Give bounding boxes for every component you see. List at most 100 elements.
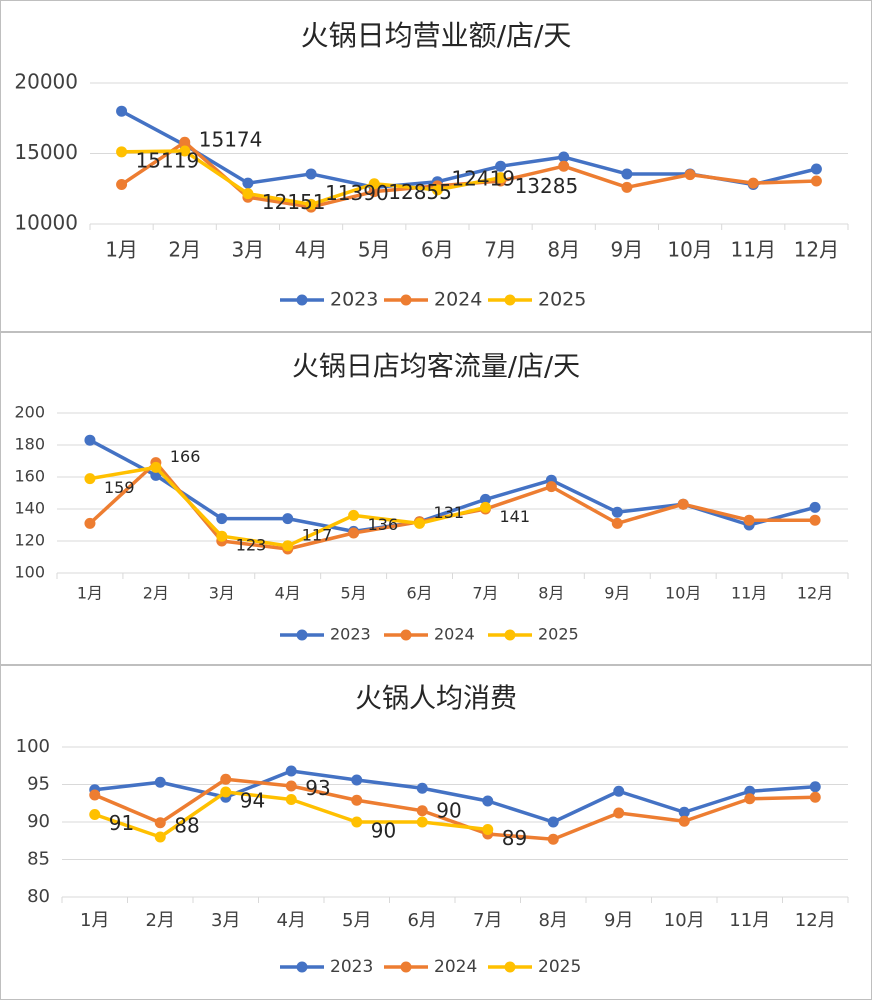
data-point [154, 831, 166, 843]
legend-label: 2024 [434, 957, 477, 977]
data-point [414, 517, 426, 529]
y-tick-label: 200 [14, 403, 45, 422]
data-point [613, 785, 625, 797]
legend-marker [296, 294, 308, 306]
x-tick-label: 8月 [547, 238, 580, 262]
data-point [611, 517, 623, 529]
y-tick-label: 90 [27, 811, 50, 832]
y-tick-label: 95 [27, 774, 50, 795]
data-label: 93 [305, 776, 330, 800]
data-point [282, 540, 294, 552]
data-label: 117 [302, 525, 333, 544]
y-tick-label: 140 [14, 499, 45, 518]
data-point [621, 181, 633, 193]
legend-marker [400, 961, 412, 973]
data-point [150, 461, 162, 473]
data-label: 12151 [262, 190, 326, 214]
legend-label: 2023 [330, 625, 371, 644]
data-point [116, 179, 128, 191]
data-point [684, 169, 696, 181]
data-point [482, 795, 494, 807]
x-tick-label: 12月 [797, 584, 833, 603]
legend-marker [400, 294, 412, 306]
x-tick-label: 1月 [80, 910, 109, 931]
x-tick-label: 4月 [295, 238, 328, 262]
data-point [84, 473, 96, 485]
x-tick-label: 11月 [729, 910, 770, 931]
legend-label: 2023 [330, 289, 378, 311]
x-tick-label: 11月 [731, 238, 776, 262]
data-point [416, 805, 428, 817]
x-tick-label: 5月 [342, 910, 371, 931]
x-tick-label: 2月 [146, 910, 175, 931]
data-label: 131 [434, 503, 465, 522]
x-tick-label: 11月 [731, 584, 767, 603]
data-point [348, 509, 360, 521]
data-point [547, 833, 559, 845]
data-label: 12855 [388, 180, 452, 204]
data-point [431, 184, 443, 196]
x-tick-label: 2月 [143, 584, 169, 603]
x-tick-label: 10月 [664, 910, 705, 931]
data-point [154, 817, 166, 829]
x-tick-label: 6月 [406, 584, 432, 603]
data-point [613, 807, 625, 819]
x-tick-label: 6月 [408, 910, 437, 931]
data-point [154, 776, 166, 788]
x-tick-label: 10月 [667, 238, 712, 262]
chart-title: 火锅日店均客流量/店/天 [292, 352, 580, 383]
data-point [482, 824, 494, 835]
legend-marker [296, 961, 308, 973]
data-point [242, 177, 254, 189]
data-point [547, 816, 559, 828]
data-point [305, 198, 317, 210]
x-tick-label: 9月 [604, 584, 630, 603]
data-point [285, 765, 297, 777]
data-label: 12419 [451, 166, 515, 190]
legend-marker [400, 629, 412, 641]
data-point [216, 530, 228, 542]
series-line [94, 777, 816, 841]
x-tick-label: 8月 [538, 584, 564, 603]
data-point [743, 514, 755, 526]
x-tick-label: 7月 [472, 584, 498, 603]
data-label: 15119 [136, 148, 200, 172]
data-point [809, 501, 821, 513]
y-tick-label: 10000 [14, 211, 78, 235]
data-point [351, 774, 363, 786]
data-point [84, 517, 96, 529]
data-point [678, 815, 690, 827]
x-tick-label: 6月 [421, 238, 454, 262]
y-tick-label: 15000 [14, 140, 78, 164]
legend-marker [504, 961, 516, 973]
x-tick-label: 5月 [358, 238, 391, 262]
data-point [678, 806, 690, 818]
panel [0, 332, 872, 665]
x-tick-label: 2月 [168, 238, 201, 262]
y-tick-label: 100 [16, 736, 50, 757]
data-point [116, 105, 128, 117]
chart-title: 火锅人均消费 [355, 684, 517, 715]
data-label: 89 [502, 826, 527, 850]
y-tick-label: 180 [14, 435, 45, 454]
data-point [416, 782, 428, 794]
legend-label: 2024 [434, 289, 482, 311]
data-point [351, 794, 363, 806]
data-point [216, 513, 228, 525]
data-point [116, 146, 128, 158]
x-tick-label: 3月 [211, 910, 240, 931]
data-point [285, 780, 297, 792]
y-tick-label: 160 [14, 467, 45, 486]
x-tick-label: 9月 [604, 910, 633, 931]
legend-label: 2025 [538, 289, 586, 311]
y-tick-label: 85 [27, 849, 50, 870]
x-tick-label: 7月 [473, 910, 502, 931]
data-label: 159 [104, 478, 135, 497]
legend-marker [504, 629, 516, 641]
y-tick-label: 80 [27, 886, 50, 907]
legend-label: 2025 [538, 625, 579, 644]
x-tick-label: 4月 [275, 584, 301, 603]
legend-label: 2023 [330, 957, 373, 977]
x-tick-label: 9月 [611, 238, 644, 262]
data-point [809, 514, 821, 526]
